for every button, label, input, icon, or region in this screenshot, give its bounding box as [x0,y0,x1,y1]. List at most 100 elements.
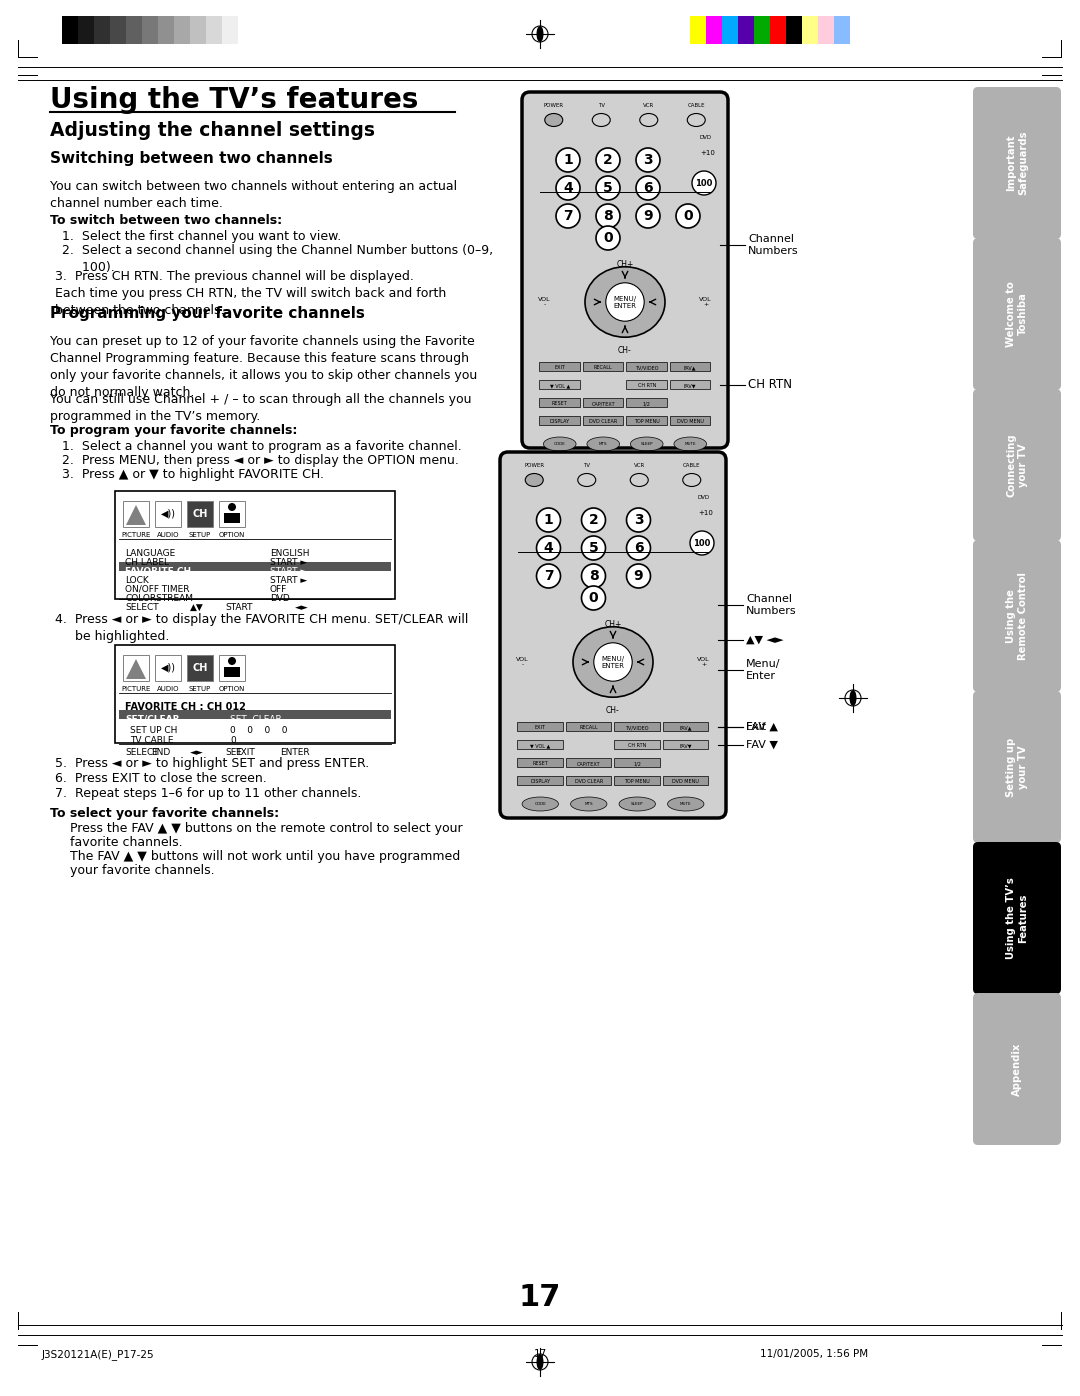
Text: 1: 1 [563,154,572,168]
Text: EXIT: EXIT [235,748,255,757]
Bar [174,15,190,45]
Bar [566,776,611,785]
Bar [222,15,238,45]
Text: FAVORITE CH : CH 012: FAVORITE CH : CH 012 [125,702,246,712]
Text: 4: 4 [543,542,553,556]
Text: Important
Safeguards: Important Safeguards [1007,131,1028,195]
Bar [1061,1312,1062,1330]
Circle shape [626,508,650,532]
Text: +10: +10 [701,149,715,156]
Text: RECALL: RECALL [594,364,612,370]
Text: Press the FAV ▲ ▼ buttons on the remote control to select your: Press the FAV ▲ ▼ buttons on the remote … [50,822,462,835]
Bar [219,655,245,681]
Text: MENU/
ENTER: MENU/ ENTER [613,296,636,309]
Text: CODE: CODE [535,801,546,805]
Text: ◄►: ◄► [190,748,204,757]
Circle shape [581,564,606,588]
Text: ◀)): ◀)) [161,510,175,519]
Text: 5: 5 [589,542,598,556]
Text: CODE: CODE [554,443,566,445]
FancyBboxPatch shape [500,452,726,818]
Text: 0: 0 [604,230,612,246]
Text: RESET: RESET [532,761,549,766]
Text: 100: 100 [693,539,711,547]
Text: Using the TV’s
Features: Using the TV’s Features [1007,877,1028,959]
Ellipse shape [573,627,653,697]
Ellipse shape [586,437,620,451]
Text: END: END [151,748,170,757]
Text: Programming your favorite channels: Programming your favorite channels [50,306,365,321]
Circle shape [626,536,650,560]
Ellipse shape [683,473,701,486]
Text: 2.  Press MENU, then press ◄ or ► to display the OPTION menu.: 2. Press MENU, then press ◄ or ► to disp… [62,454,459,468]
Text: AUDIO: AUDIO [157,532,179,537]
FancyBboxPatch shape [522,92,728,448]
Ellipse shape [667,797,704,811]
Bar [219,501,245,528]
Text: 2: 2 [589,512,598,528]
Text: 7: 7 [543,570,553,584]
Text: 0: 0 [230,736,235,745]
Ellipse shape [525,473,543,486]
Text: 0: 0 [684,209,692,223]
Bar [786,15,802,45]
Bar [114,645,395,743]
FancyBboxPatch shape [973,691,1061,843]
Bar [187,655,213,681]
Text: 7: 7 [563,209,572,223]
Text: START ►: START ► [270,558,307,567]
Text: ▲▼: ▲▼ [190,603,204,611]
Text: 0: 0 [589,591,598,604]
Text: 2.  Select a second channel using the Channel Number buttons (0–9,
     100).: 2. Select a second channel using the Cha… [62,244,494,274]
Polygon shape [126,659,146,678]
Text: ENTER: ENTER [280,748,310,757]
Text: 3.  Press ▲ or ▼ to highlight FAVORITE CH.: 3. Press ▲ or ▼ to highlight FAVORITE CH… [62,468,324,482]
Text: 0    0    0    0: 0 0 0 0 [230,726,287,736]
Bar [141,15,158,45]
Text: ▼ VOL ▲: ▼ VOL ▲ [550,383,570,388]
Text: 6: 6 [644,181,652,195]
Circle shape [537,508,561,532]
Text: DVD CLEAR: DVD CLEAR [575,779,603,785]
Bar [158,15,174,45]
Ellipse shape [578,473,596,486]
Text: CABLE: CABLE [683,463,701,468]
Text: SET/CLEAR: SET/CLEAR [125,715,179,725]
Circle shape [581,508,606,532]
Text: START: START [225,603,253,611]
Bar [156,655,181,681]
Text: CH+: CH+ [605,620,622,630]
Text: 3.  Press CH RTN. The previous channel will be displayed.
Each time you press CH: 3. Press CH RTN. The previous channel wi… [55,269,446,317]
Text: OPTION: OPTION [219,532,245,537]
Bar [615,758,660,766]
Text: FAV ▼: FAV ▼ [746,740,778,750]
Text: SETUP: SETUP [189,685,211,692]
Bar [517,740,563,750]
Text: TOP MENU: TOP MENU [634,419,660,424]
Bar [539,398,580,408]
Text: Setting up
your TV: Setting up your TV [1007,737,1028,797]
Bar [818,15,834,45]
Circle shape [636,176,660,200]
FancyBboxPatch shape [973,993,1061,1145]
Bar [238,15,254,45]
Text: VOL
-: VOL - [516,656,528,667]
Text: 3: 3 [644,154,652,168]
Bar [582,398,623,408]
Text: ▲▼ ◄►: ▲▼ ◄► [746,635,783,645]
Text: POWER: POWER [543,103,564,107]
Text: You can preset up to 12 of your favorite channels using the Favorite
Channel Pro: You can preset up to 12 of your favorite… [50,335,477,399]
Bar [670,380,710,389]
Circle shape [676,204,700,228]
Bar [156,501,181,528]
Bar [1061,40,1062,59]
Bar [626,380,666,389]
Bar [119,563,391,571]
Circle shape [228,503,237,511]
Ellipse shape [687,113,705,127]
Bar [119,711,391,719]
Text: RECALL: RECALL [579,725,598,730]
Text: Adjusting the channel settings: Adjusting the channel settings [50,121,375,140]
Text: START ►: START ► [270,567,307,577]
Ellipse shape [522,797,558,811]
